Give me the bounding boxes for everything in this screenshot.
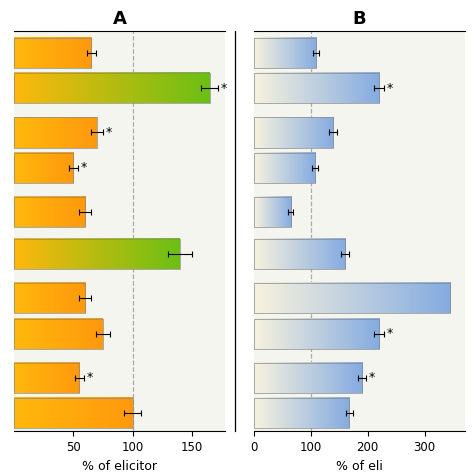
Text: *: * bbox=[220, 82, 227, 95]
Text: *: * bbox=[81, 161, 87, 174]
Bar bbox=[254, 363, 362, 393]
Bar bbox=[254, 283, 450, 313]
Bar bbox=[254, 118, 333, 147]
Bar bbox=[14, 283, 85, 313]
X-axis label: % of eli: % of eli bbox=[336, 460, 383, 473]
Bar bbox=[254, 73, 379, 103]
Text: *: * bbox=[369, 372, 375, 384]
Bar bbox=[14, 153, 73, 183]
Bar bbox=[14, 363, 79, 393]
Bar bbox=[254, 239, 345, 269]
Bar bbox=[14, 197, 85, 227]
Title: B: B bbox=[352, 10, 366, 28]
X-axis label: % of elicitor: % of elicitor bbox=[82, 460, 157, 473]
Text: *: * bbox=[86, 372, 93, 384]
Text: *: * bbox=[387, 82, 393, 95]
Bar bbox=[254, 319, 379, 349]
Bar bbox=[14, 398, 133, 428]
Bar bbox=[254, 38, 316, 68]
Text: *: * bbox=[105, 126, 112, 139]
Text: *: * bbox=[387, 327, 393, 340]
Bar bbox=[254, 398, 349, 428]
Bar bbox=[254, 197, 291, 227]
Bar bbox=[254, 153, 315, 183]
Bar bbox=[14, 73, 210, 103]
Bar bbox=[14, 319, 103, 349]
Title: A: A bbox=[113, 10, 127, 28]
Bar bbox=[14, 118, 97, 147]
Bar bbox=[14, 38, 91, 68]
Bar bbox=[14, 239, 180, 269]
